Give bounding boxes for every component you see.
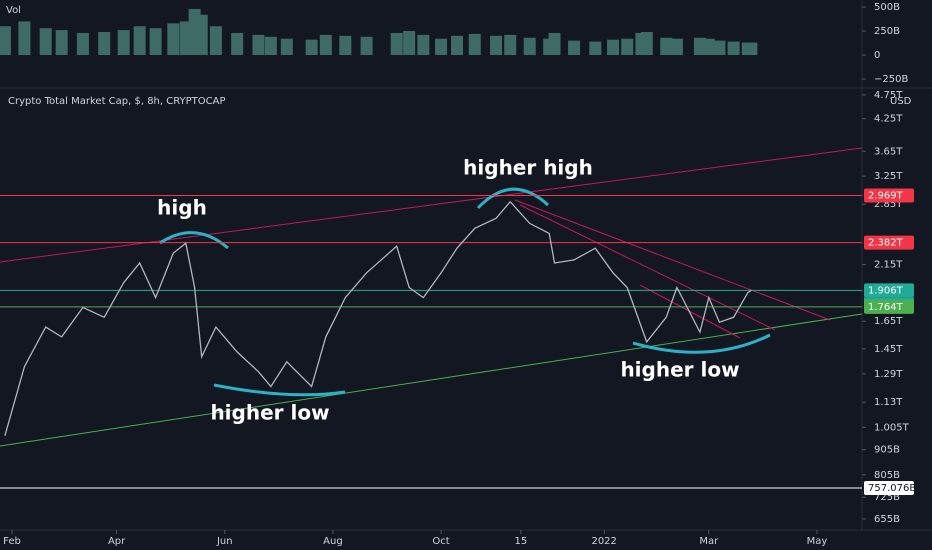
volume-bar [360,36,373,56]
volume-bar [504,34,517,56]
volume-bar [523,37,536,56]
annotation: higher high [463,156,593,180]
y-tick-label: 1.13T [874,397,903,408]
annotation: high [157,196,207,220]
price-badge-label: 1.764T [868,302,904,313]
volume-bar [98,31,111,56]
x-tick-label: Aug [323,536,343,547]
arc [213,383,346,397]
volume-bar [568,40,581,56]
volume-bar [195,14,208,56]
volume-bar [670,38,683,56]
volume-bar [607,39,620,56]
x-tick-label: Mar [699,536,719,547]
volume-bar [548,32,561,56]
y-tick-label: −250B [874,74,908,85]
y-tick-label: 0 [874,50,880,61]
y-tick-label: 4.75T [874,90,903,101]
volume-bar [451,35,464,56]
volume-bar [702,38,715,56]
y-tick-label: 1.45T [874,344,903,355]
y-tick-label: 725B [874,492,900,503]
x-tick-label: Feb [3,536,21,547]
volume-bar [39,28,52,56]
volume-bar [589,41,602,56]
volume-bar [640,31,653,56]
volume-bar [231,32,244,56]
chart-title: Crypto Total Market Cap, $, 8h, CRYPTOCA… [8,96,226,107]
volume-bar [745,42,758,56]
annotation: higher low [210,401,329,425]
volume-bar [252,34,265,56]
trendline [519,204,776,331]
volume-bar [209,26,222,56]
y-tick-label: 250B [874,26,900,37]
y-tick-label: 3.25T [874,171,903,182]
volume-bar [490,35,503,56]
y-tick-label: 1.65T [874,316,903,327]
arc [632,333,771,354]
volume-bar [264,36,277,56]
price-badge [864,283,914,298]
volume-bar [55,30,68,56]
volume-bar [660,37,673,56]
trendline [0,313,863,447]
volume-bar [727,41,740,56]
volume-bar [149,28,162,56]
volume-bar [403,31,416,56]
price-badge-label: 1.906T [868,285,904,296]
volume-bar [621,38,634,56]
x-tick-label: 2022 [591,536,616,547]
volume-bar [435,38,448,56]
volume-bar [417,34,430,56]
y-tick-label: 905B [874,445,900,456]
x-tick-label: May [807,536,828,547]
arc [476,187,550,210]
volume-bar [167,23,180,56]
price-badge-label: 757.076B [868,483,916,494]
x-tick-label: Apr [108,536,126,547]
volume-bar [468,33,481,56]
volume-bar [133,26,146,56]
x-tick-label: Jun [216,536,233,547]
trendline [514,199,831,321]
volume-bar [0,26,11,56]
y-tick-label: 2.15T [874,260,903,271]
volume-bar [319,34,332,56]
volume-bar [713,40,726,56]
y-tick-label: 4.25T [874,114,903,125]
volume-title: Vol [6,5,21,16]
price-badge-label: 2.969T [868,190,904,201]
y-tick-label: 1.005T [874,422,910,433]
volume-bar [117,30,130,56]
price-badge [864,235,914,250]
price-line [4,200,752,436]
volume-bar [76,32,89,56]
annotation: higher low [620,358,739,382]
arc [159,231,229,250]
x-tick-label: Oct [432,536,449,547]
y-tick-label: 500B [874,2,900,13]
price-badge [864,480,914,495]
y-tick-label: 3.65T [874,146,903,157]
price-badge [864,188,914,203]
y-tick-label: 655B [874,514,900,525]
volume-bar [390,32,403,56]
volume-bar [280,38,293,56]
unit-label: USD [890,96,912,107]
volume-bar [305,39,318,56]
x-tick-label: 15 [514,536,527,547]
volume-bar [339,35,352,56]
y-tick-label: 2.85T [874,199,903,210]
price-badge [864,299,914,314]
y-tick-label: 1.29T [874,369,903,380]
volume-bar [18,21,31,56]
price-badge-label: 2.382T [868,238,904,249]
y-tick-label: 805B [874,470,900,481]
